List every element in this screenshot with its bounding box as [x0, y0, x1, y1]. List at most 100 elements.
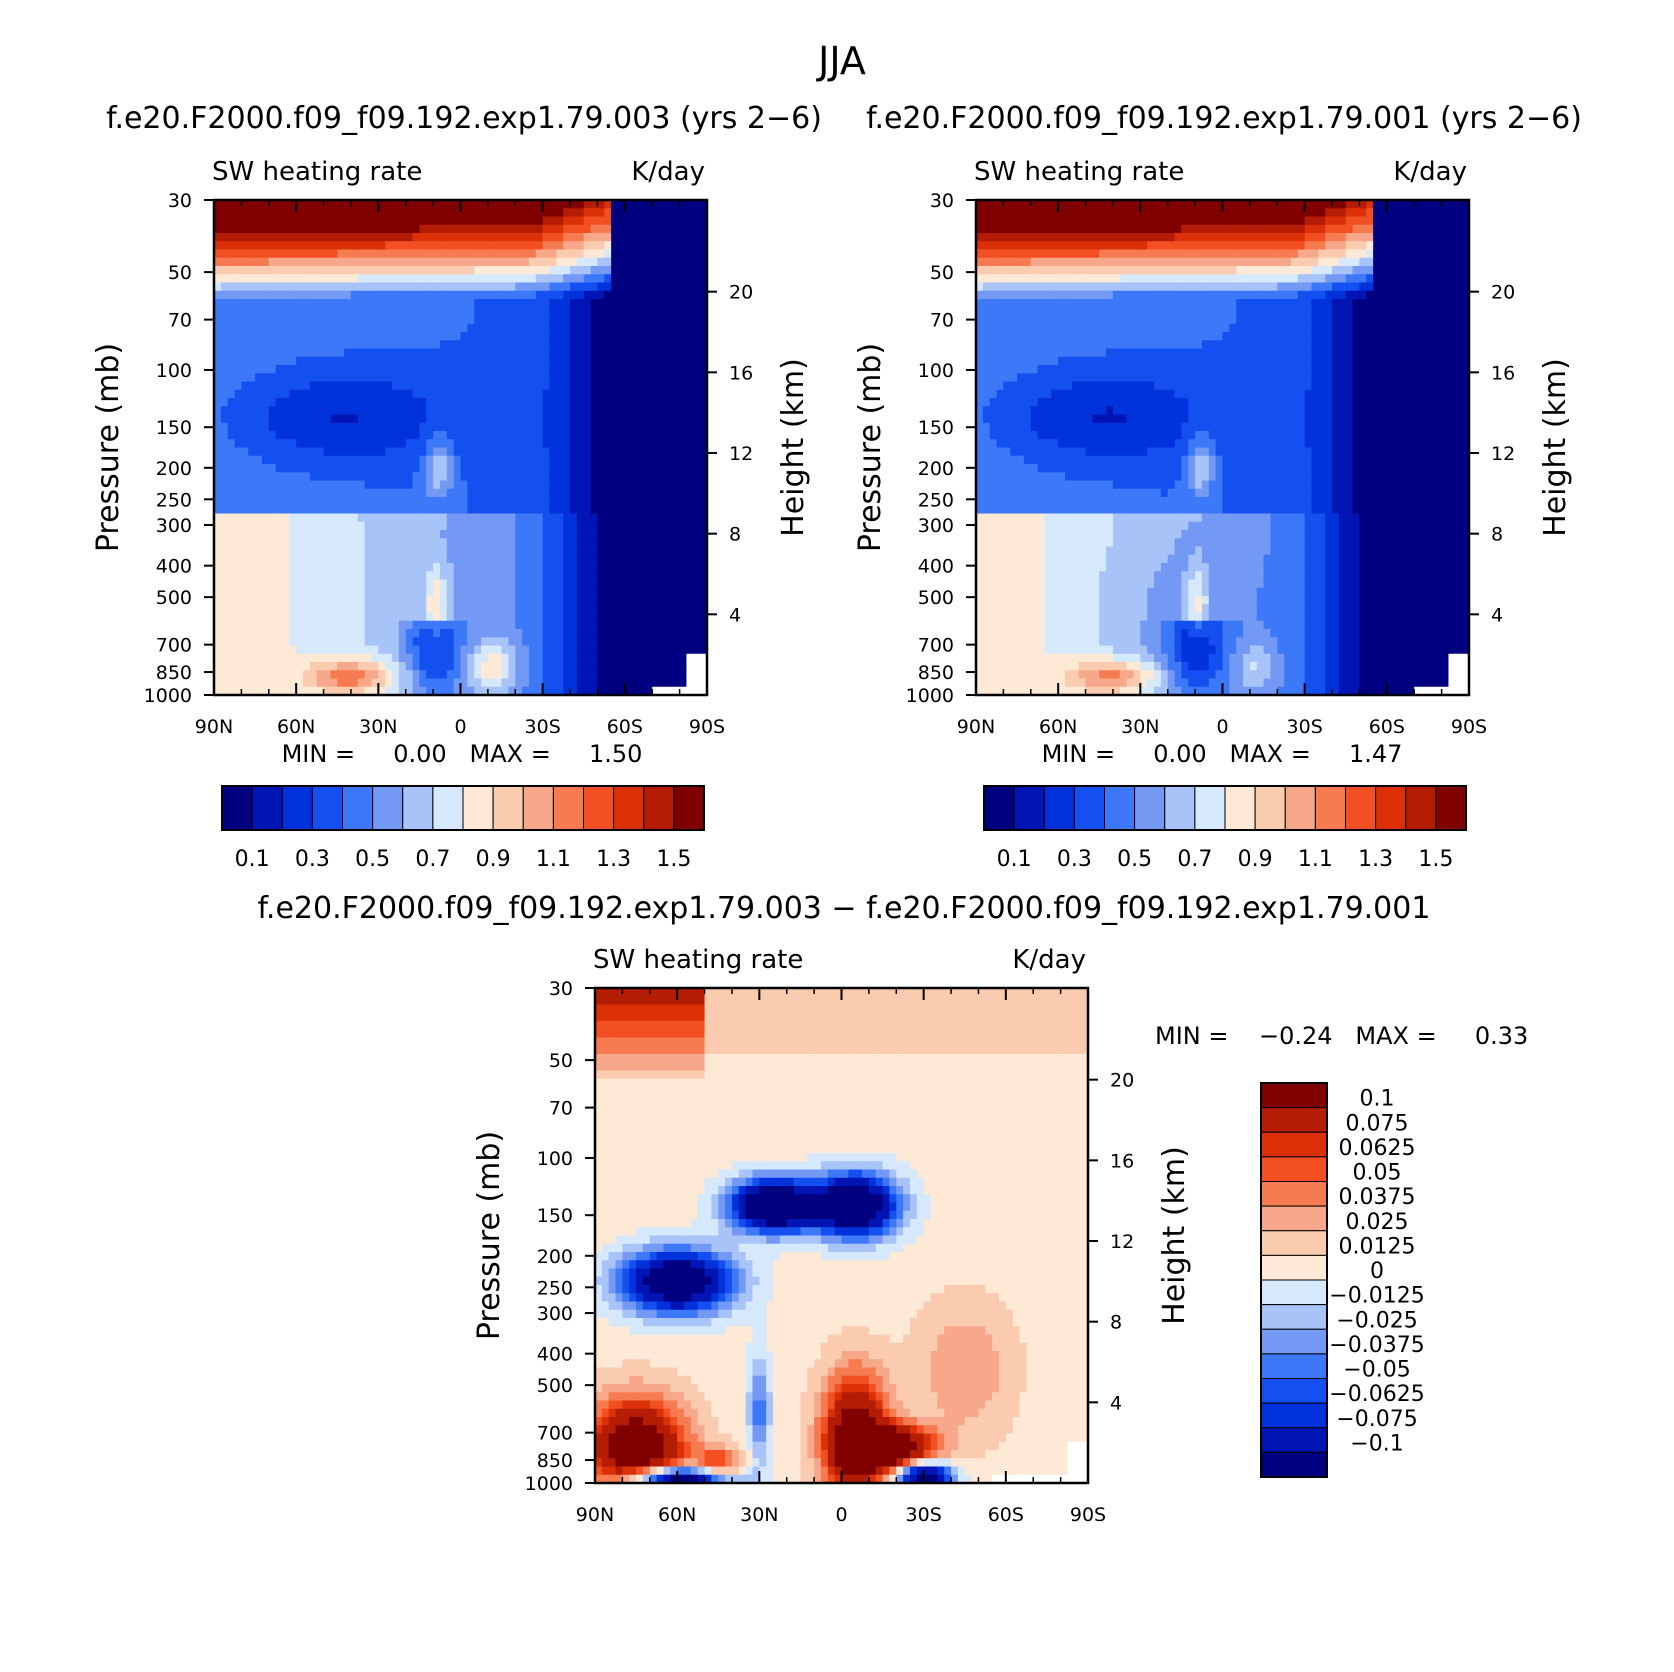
contour-cell [659, 356, 667, 366]
contour-cell [556, 233, 564, 242]
contour-cell [289, 216, 297, 226]
contour-cell [453, 373, 462, 383]
contour-cell [556, 216, 564, 226]
contour-cell [296, 365, 304, 374]
contour-cell [528, 670, 537, 680]
contour-cell [604, 678, 612, 688]
contour-cell [522, 389, 530, 399]
contour-cell [1195, 200, 1203, 209]
contour-cell [645, 678, 653, 688]
contour-cell [617, 579, 626, 589]
contour-cell [501, 447, 510, 457]
contour-cell [604, 653, 612, 663]
contour-cell [439, 637, 448, 647]
contour-cell [220, 596, 229, 605]
contour-cell [624, 653, 633, 663]
contour-cell [398, 662, 407, 671]
contour-cell [227, 266, 236, 275]
contour-cell [412, 365, 421, 374]
contour-cell [508, 447, 516, 457]
contour-cell [248, 389, 256, 399]
contour-cell [522, 480, 530, 490]
contour-cell [1208, 249, 1217, 259]
contour-cell [323, 216, 332, 226]
contour-cell [494, 686, 503, 695]
contour-cell [364, 241, 373, 251]
contour-cell [344, 513, 352, 523]
contour-cell [693, 530, 701, 539]
contour-cell [976, 216, 984, 226]
contour-cell [392, 587, 400, 597]
contour-cell [659, 662, 667, 671]
contour-cell [501, 571, 510, 581]
contour-cell [241, 216, 249, 226]
contour-cell [241, 224, 249, 234]
contour-cell [385, 257, 393, 267]
contour-cell [494, 323, 503, 333]
contour-cell [268, 290, 277, 300]
contour-cell [672, 274, 681, 284]
contour-cell [700, 480, 707, 490]
contour-cell [1345, 249, 1354, 259]
contour-cell [583, 307, 592, 317]
contour-cell [686, 356, 694, 366]
contour-cell [652, 224, 660, 234]
contour-cell [453, 546, 462, 556]
contour-cell [1290, 224, 1299, 234]
contour-cell [392, 282, 400, 292]
contour-cell [214, 414, 222, 424]
contour-cell [316, 422, 325, 432]
contour-cell [501, 406, 510, 416]
contour-cell [378, 257, 386, 267]
contour-cell [337, 406, 345, 416]
contour-cell [234, 678, 242, 688]
contour-cell [1017, 241, 1025, 251]
contour-cell [392, 447, 400, 457]
contour-cell [672, 365, 681, 374]
contour-cell [330, 488, 338, 498]
contour-cell [638, 480, 646, 490]
contour-cell [604, 340, 612, 350]
contour-cell [344, 497, 352, 506]
contour-cell [515, 290, 523, 300]
contour-cell [611, 249, 619, 259]
contour-cell [515, 571, 523, 581]
contour-cell [255, 472, 263, 482]
contour-cell [1366, 216, 1374, 226]
contour-cell [700, 323, 707, 333]
contour-cell [316, 332, 325, 341]
contour-cell [535, 323, 544, 333]
contour-cell [405, 670, 414, 680]
contour-cell [686, 538, 694, 548]
contour-cell [467, 645, 475, 655]
contour-cell [590, 224, 599, 234]
contour-cell [1421, 241, 1429, 251]
contour-cell [350, 513, 359, 523]
contour-cell [590, 571, 599, 581]
contour-cell [268, 637, 277, 647]
contour-cell [597, 422, 605, 432]
contour-cell [275, 587, 284, 597]
contour-cell [645, 332, 653, 341]
contour-cell [344, 315, 352, 325]
contour-cell [255, 323, 263, 333]
contour-cell [631, 299, 640, 308]
contour-cell [631, 662, 640, 671]
contour-cell [261, 348, 270, 358]
contour-cell [255, 579, 263, 589]
contour-cell [563, 637, 571, 647]
contour-cell [487, 414, 496, 424]
contour-cell [296, 356, 304, 366]
contour-cell [385, 439, 393, 449]
contour-cell [398, 249, 407, 259]
contour-cell [337, 629, 345, 638]
contour-cell [261, 373, 270, 383]
contour-cell [255, 241, 263, 251]
contour-cell [583, 629, 592, 638]
contour-cell [248, 505, 256, 515]
contour-cell [1373, 216, 1381, 226]
contour-cell [309, 422, 318, 432]
contour-cell [1030, 216, 1039, 226]
contour-cell [487, 447, 496, 457]
contour-cell [378, 530, 386, 539]
